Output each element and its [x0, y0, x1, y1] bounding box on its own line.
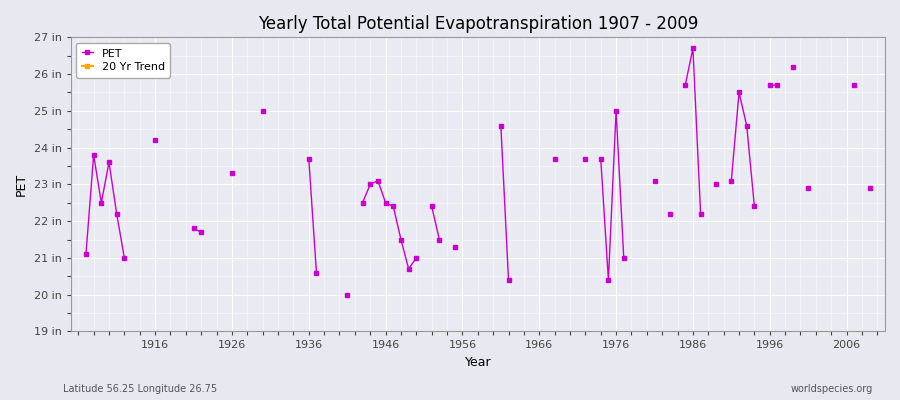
Text: worldspecies.org: worldspecies.org [791, 384, 873, 394]
Text: Latitude 56.25 Longitude 26.75: Latitude 56.25 Longitude 26.75 [63, 384, 217, 394]
PET [303, 156, 314, 161]
PET [864, 186, 875, 190]
PET [80, 252, 91, 257]
Line: PET: PET [84, 46, 872, 297]
PET [803, 186, 814, 190]
X-axis label: Year: Year [464, 356, 491, 369]
Legend: PET, 20 Yr Trend: PET, 20 Yr Trend [76, 43, 170, 78]
Y-axis label: PET: PET [15, 173, 28, 196]
Title: Yearly Total Potential Evapotranspiration 1907 - 2009: Yearly Total Potential Evapotranspiratio… [257, 15, 698, 33]
